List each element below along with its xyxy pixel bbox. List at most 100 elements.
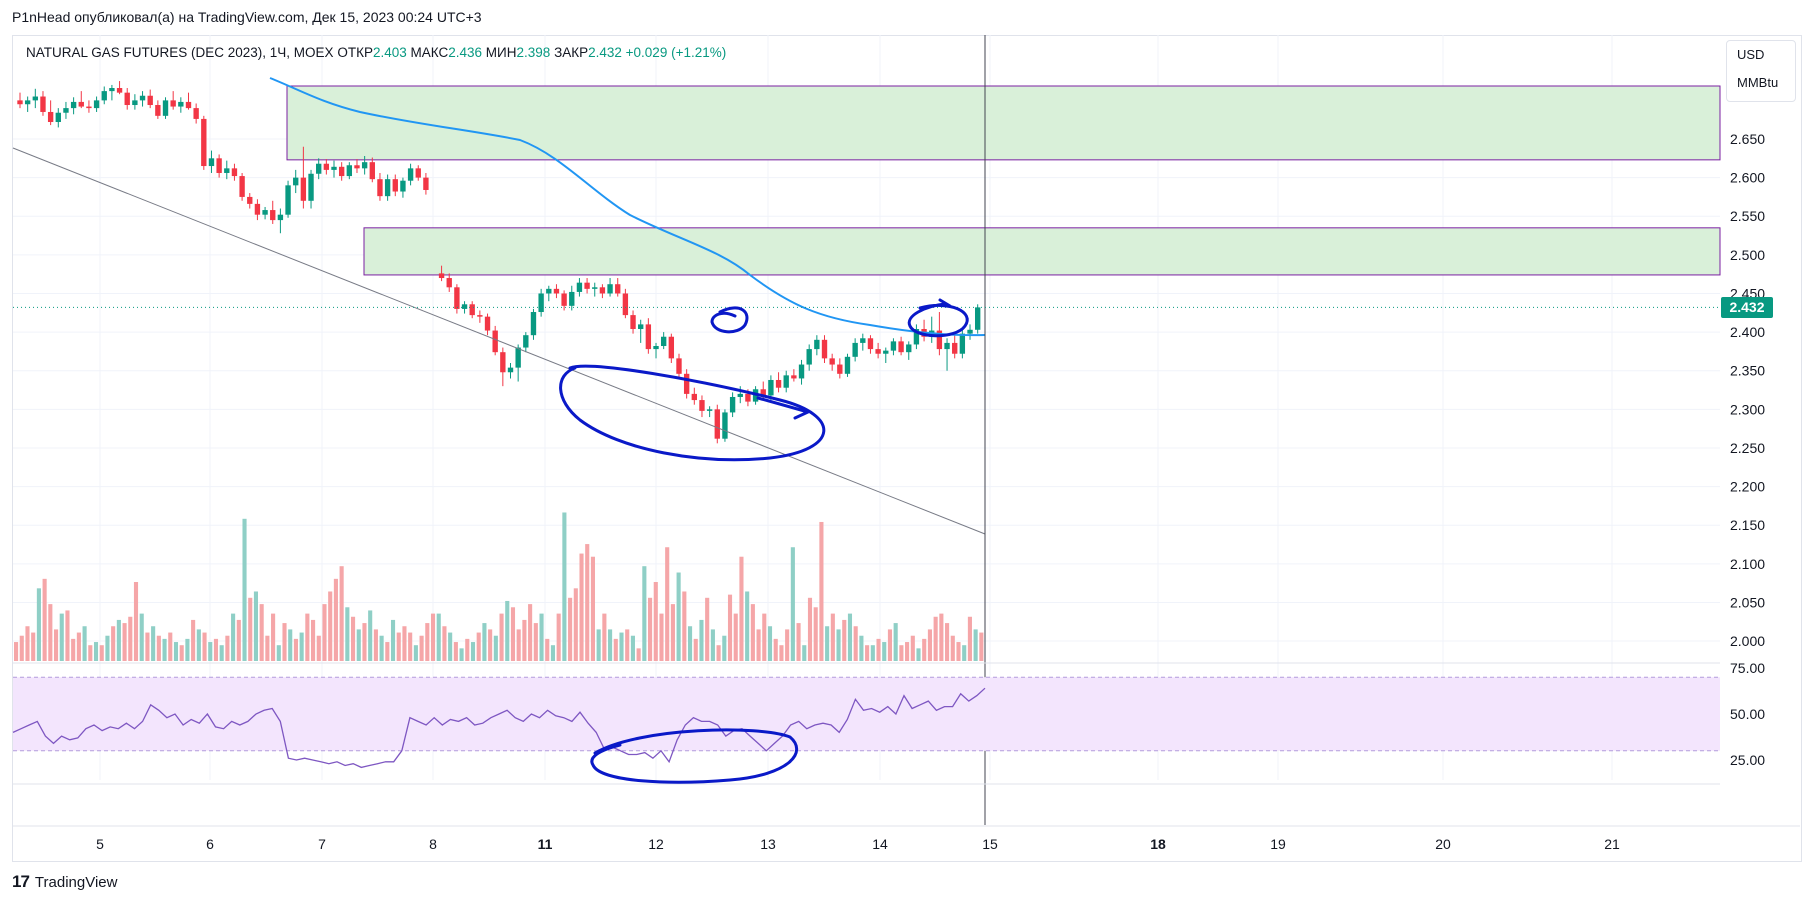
volume-bar [642,566,647,661]
volume-bar [619,632,624,661]
volume-bar [625,629,630,661]
candle-body [775,379,782,388]
candle-body [78,101,84,107]
volume-bar [311,619,316,661]
unit-selector[interactable]: USD MMBtu [1726,40,1796,102]
time-tick-label: 13 [760,836,776,852]
price-tick-label: 2.400 [1730,324,1765,340]
volume-bar [413,645,418,661]
last-price-tag: 2.432 [1721,297,1773,318]
candle-body [270,210,276,221]
volume-bar [248,597,253,661]
volume-bar [162,638,167,661]
candle-body [116,88,123,93]
volume-bar [716,645,721,661]
volume-bar [385,642,390,661]
candle-body [515,347,521,368]
volume-bar [419,635,424,661]
candle-body [361,162,368,169]
volume-bar [796,623,801,661]
candle-body [944,342,950,350]
volume-bar [59,613,64,661]
tradingview-brand[interactable]: 17 TradingView [12,872,117,892]
volume-bar [830,613,835,661]
candle-body [714,409,720,439]
volume-bar [191,619,196,661]
volume-bar [973,629,978,661]
volume-bar [762,613,767,661]
volume-bar [350,616,356,661]
hand-drawn-annotations [559,298,969,784]
volume-bar [145,632,150,661]
volume-bar [213,638,219,661]
candle-body [745,393,751,402]
time-axis[interactable]: 5 6 7 8 11 12 13 14 15 18 19 20 21 [13,825,1800,852]
candle-body [653,346,659,350]
volume-bar [396,632,401,661]
candle-body [407,168,414,181]
volume-bar [499,613,504,661]
candle-body [70,101,77,109]
volume-bar [25,626,30,661]
candle-body [622,293,629,316]
time-tick-label: 12 [648,836,664,852]
legend-low-label: МИН [485,45,517,60]
candle-body [837,364,843,374]
candle-body [852,342,858,357]
candle-body [40,96,46,112]
legend-change: +0.029 (+1.21%) [625,45,727,60]
volume-bar [219,645,224,661]
candle-body [293,177,299,186]
candle-body [346,165,353,177]
volume-bar [773,638,778,661]
legend-symbol: NATURAL GAS FUTURES (DEC 2023), 1Ч, MOEX [26,45,334,60]
candle-body [875,349,881,354]
time-tick-label: 6 [206,836,214,852]
currency-label[interactable]: USD [1737,47,1765,62]
candle-body [683,373,690,394]
volume-bar [236,619,241,661]
candle-body [561,293,567,306]
volume-bar [802,645,807,661]
candle-body [737,393,743,397]
volume-bar [299,632,304,661]
volume-bar [196,629,201,661]
candle-body [124,92,130,106]
volume-bar [156,635,161,661]
legend-high-value: 2.436 [448,45,483,60]
candle-body [615,284,621,294]
chart-frame[interactable] [12,35,1802,862]
candle-body [247,196,253,204]
candle-body [469,304,475,316]
candle-body [546,288,552,294]
volume-bar [853,626,858,661]
candle-body [722,412,728,439]
unit-label[interactable]: MMBtu [1737,75,1779,90]
volume-bar [950,635,955,661]
candle-body [308,173,314,201]
candle-body [959,333,966,354]
candle-body [783,375,789,388]
volume-bar [510,607,516,661]
symbol-legend[interactable]: NATURAL GAS FUTURES (DEC 2023), 1Ч, MOEX… [26,45,726,60]
volume-bar [459,648,464,661]
time-tick-label: 19 [1270,836,1286,852]
candle-body [500,352,506,373]
annotation-ellipse [907,298,969,338]
candle-body [844,356,851,374]
volume-bar [465,638,470,661]
price-tick-label: 2.600 [1730,170,1765,186]
rsi-axis[interactable]: 75.00 50.00 25.00 [1730,660,1765,768]
candle-body [668,336,675,359]
price-axis[interactable]: 2.6502.6002.5502.5002.4502.4002.3502.300… [1730,131,1765,649]
volume-bar [168,632,173,661]
brand-name: TradingView [34,873,118,891]
volume-bar [185,638,190,661]
price-tick-label: 2.150 [1730,517,1765,533]
volume-bar [253,591,259,661]
candle-body [906,344,912,353]
candle-body [791,375,797,379]
volume-bar [887,629,893,661]
candle-body [507,367,514,373]
